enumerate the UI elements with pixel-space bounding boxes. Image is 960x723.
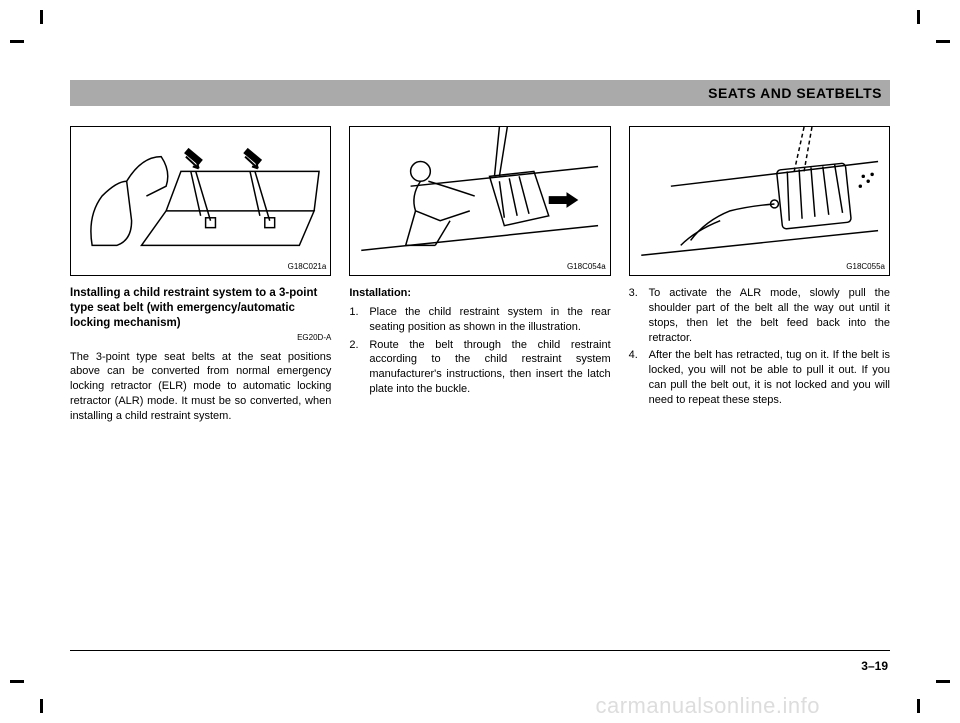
crop-tick bbox=[917, 10, 920, 24]
list-item: 2. Route the belt through the child rest… bbox=[349, 338, 610, 397]
list-text: Route the belt through the child restrai… bbox=[369, 338, 610, 397]
page-number: 3–19 bbox=[861, 659, 888, 673]
section-header: SEATS AND SEATBELTS bbox=[70, 80, 890, 106]
list-text: After the belt has retracted, tug on it.… bbox=[649, 348, 890, 407]
instruction-list: 1. Place the child restraint system in t… bbox=[349, 305, 610, 397]
column-1: G18C021a Installing a child restraint sy… bbox=[70, 126, 331, 430]
crop-tick bbox=[10, 680, 24, 683]
column-3: G18C055a 3. To activate the ALR mode, sl… bbox=[629, 126, 890, 430]
column-heading: Installing a child restraint system to a… bbox=[70, 286, 331, 331]
instruction-list: 3. To activate the ALR mode, slowly pull… bbox=[629, 286, 890, 408]
content-area: SEATS AND SEATBELTS bbox=[70, 80, 890, 663]
list-number: 4. bbox=[629, 348, 649, 407]
crop-tick bbox=[936, 680, 950, 683]
list-item: 4. After the belt has retracted, tug on … bbox=[629, 348, 890, 407]
list-item: 1. Place the child restraint system in t… bbox=[349, 305, 610, 335]
crop-tick bbox=[40, 699, 43, 713]
list-number: 1. bbox=[349, 305, 369, 335]
columns: G18C021a Installing a child restraint sy… bbox=[70, 126, 890, 430]
figure-code: G18C055a bbox=[846, 262, 885, 273]
figure-code: G18C021a bbox=[288, 262, 327, 273]
section-title: SEATS AND SEATBELTS bbox=[708, 85, 882, 101]
seat-belt-illustration bbox=[71, 127, 330, 275]
column-2: G18C054a Installation: 1. Place the chil… bbox=[349, 126, 610, 430]
figure-1: G18C021a bbox=[70, 126, 331, 276]
list-number: 2. bbox=[349, 338, 369, 397]
list-number: 3. bbox=[629, 286, 649, 345]
list-text: Place the child restraint system in the … bbox=[369, 305, 610, 335]
figure-2: G18C054a bbox=[349, 126, 610, 276]
manual-page: SEATS AND SEATBELTS bbox=[0, 0, 960, 723]
body-text: The 3-point type seat belts at the seat … bbox=[70, 350, 331, 424]
footer-rule bbox=[70, 650, 890, 651]
crop-tick bbox=[10, 40, 24, 43]
figure-3: G18C055a bbox=[629, 126, 890, 276]
list-item: 3. To activate the ALR mode, slowly pull… bbox=[629, 286, 890, 345]
crop-tick bbox=[40, 10, 43, 24]
crop-tick bbox=[917, 699, 920, 713]
doc-code: EG20D-A bbox=[70, 333, 331, 344]
subheading: Installation: bbox=[349, 286, 610, 301]
list-text: To activate the ALR mode, slowly pull th… bbox=[649, 286, 890, 345]
crop-tick bbox=[936, 40, 950, 43]
figure-code: G18C054a bbox=[567, 262, 606, 273]
watermark: carmanualsonline.info bbox=[595, 693, 820, 719]
install-illustration bbox=[350, 127, 609, 275]
alr-illustration bbox=[630, 127, 889, 275]
